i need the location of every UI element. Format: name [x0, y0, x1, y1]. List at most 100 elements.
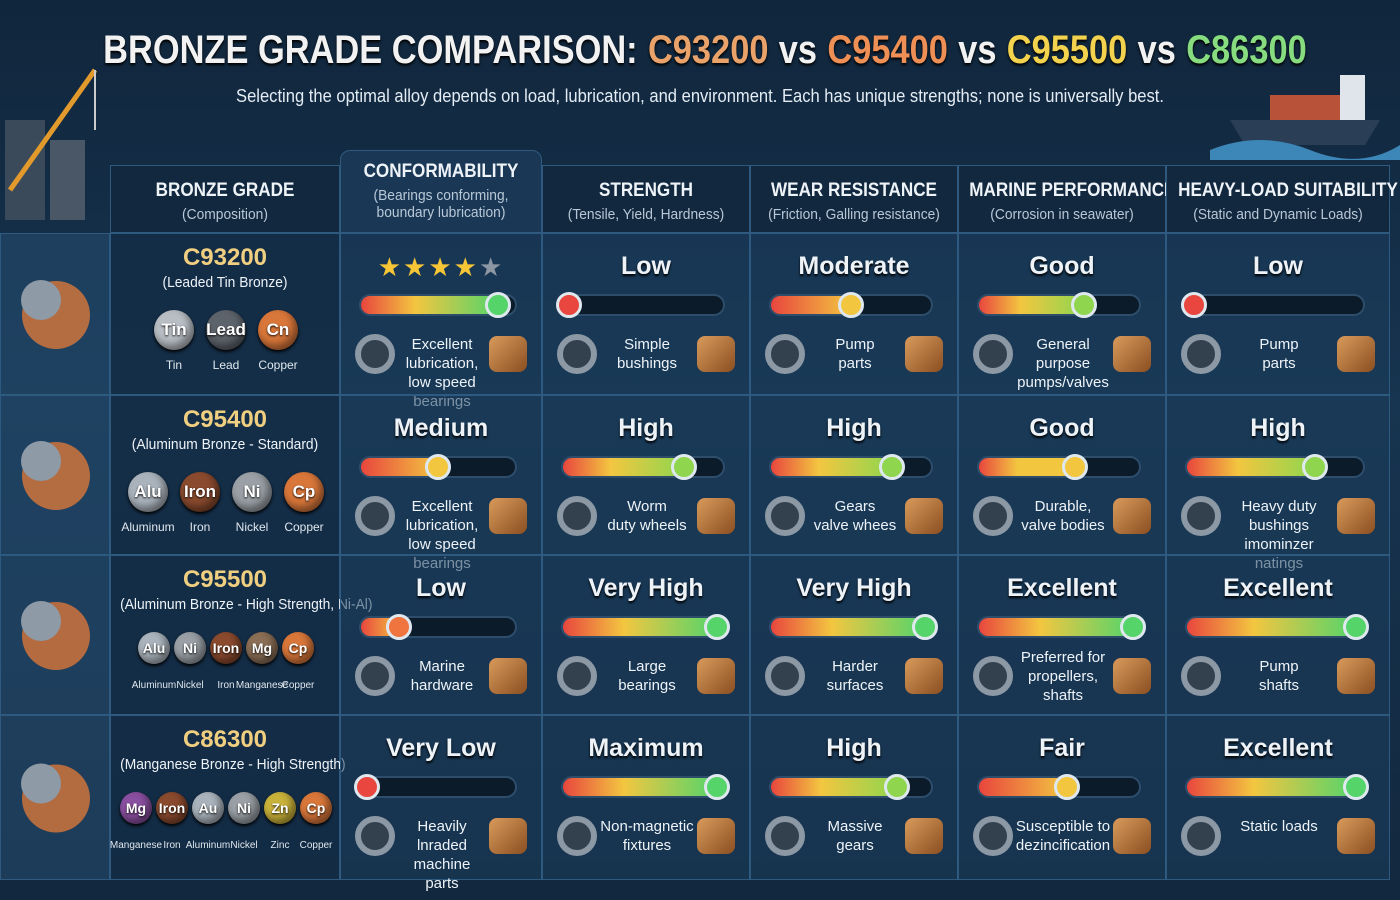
- title-part: C93200: [647, 28, 769, 72]
- illustration: [21, 763, 90, 833]
- illustration: [21, 280, 90, 349]
- use-text: Heavily lnraded machine parts: [413, 818, 471, 892]
- slider-track: [1185, 456, 1365, 478]
- slider-track: [1185, 616, 1365, 638]
- use-icon-right: [697, 658, 735, 694]
- value-cell: Low Marine hardware: [340, 555, 542, 715]
- element-name: Copper: [258, 358, 298, 372]
- slider-knob: [671, 454, 697, 480]
- use-icon-right: [905, 498, 943, 534]
- element-badge: Au: [192, 792, 224, 824]
- slider-fill: [979, 618, 1131, 636]
- title: BRONZE GRADE COMPARISON: C93200 vs C95400 vs…: [98, 28, 1307, 73]
- rating: Very High: [588, 574, 704, 602]
- value-cell: ★★★★★Excellent lubrication, low speed be…: [340, 233, 542, 410]
- grade-composition: (Manganese Bronze - High Strength): [120, 756, 346, 773]
- star: ★: [377, 252, 404, 282]
- element-name: Copper: [284, 520, 324, 534]
- use-text: Gears valve whees: [813, 498, 897, 534]
- row-illustration: [0, 233, 110, 395]
- star: ★: [478, 252, 505, 282]
- use-icon: [1181, 496, 1221, 536]
- slider-knob: [1062, 454, 1089, 480]
- slider-track: [977, 294, 1141, 316]
- rating: Good: [1029, 414, 1095, 442]
- grade-name: C95500: [182, 566, 268, 593]
- slider-knob: [1070, 292, 1097, 318]
- grade-cell: C95500 (Aluminum Bronze - High Strength, …: [110, 555, 373, 715]
- element-name: Tin: [165, 358, 183, 372]
- crane-illustration: [5, 68, 98, 220]
- slider-knob: [838, 292, 864, 318]
- column-title: STRENGTH: [598, 180, 694, 201]
- use-text: Massive gears: [827, 818, 883, 854]
- use-icon-right: [489, 336, 527, 372]
- column-title: CONFORMABILITY: [363, 161, 519, 182]
- element-name: Nickel: [235, 520, 269, 534]
- element-badge: Iron: [210, 632, 242, 664]
- value-cell: Excellent Static loads: [1166, 715, 1390, 880]
- title-part: C95400: [827, 28, 948, 72]
- slider-track: [977, 456, 1141, 478]
- element-badge: Cp: [300, 792, 332, 824]
- column-title: HEAVY-LOAD SUITABILITY: [1178, 180, 1398, 201]
- column-subtitle: (Tensile, Yield, Hardness): [567, 206, 725, 223]
- use-text: Pump shafts: [1258, 658, 1300, 694]
- use-icon-right: [697, 336, 735, 372]
- slider-fill: [563, 458, 683, 476]
- use-icon: [355, 496, 395, 536]
- slider-knob: [703, 614, 730, 640]
- title-part: BRONZE GRADE COMPARISON:: [103, 28, 638, 72]
- slider-knob: [353, 774, 380, 800]
- slider-knob: [703, 774, 730, 800]
- use-text: Preferred for propellers, shafts: [1020, 649, 1106, 704]
- slider-fill: [563, 778, 715, 796]
- element-name: Zinc: [270, 840, 290, 851]
- column-title: MARINE PERFORMANCE: [969, 180, 1176, 201]
- use-icon-right: [489, 658, 527, 694]
- slider-track: [359, 294, 517, 316]
- illustration: [21, 441, 90, 510]
- element-name: Lead: [212, 358, 240, 372]
- grade-cell: C86300 (Manganese Bronze - High Strength)…: [110, 715, 346, 880]
- column-header: WEAR RESISTANCE (Friction, Galling resist…: [750, 165, 958, 233]
- element-badge: Cp: [284, 472, 324, 512]
- slider-fill: [361, 458, 438, 476]
- rating: Excellent: [1223, 574, 1333, 602]
- rating: Moderate: [798, 252, 910, 280]
- element-badge: Alu: [138, 632, 170, 664]
- use-text: Marine hardware: [410, 658, 474, 694]
- value-cell: Good General purpose pumps/valves: [958, 233, 1166, 395]
- title-part: vs: [1137, 28, 1176, 72]
- use-icon-right: [1113, 658, 1151, 694]
- use-text: Worm duty wheels: [607, 498, 687, 534]
- use-text: Simple bushings: [616, 336, 678, 372]
- rating: High: [826, 734, 882, 762]
- column-subtitle: (Bearings conforming, boundary lubricati…: [373, 187, 509, 221]
- grade-composition: (Aluminum Bronze - High Strength, Ni-Al): [120, 596, 373, 613]
- element-name: Aluminum: [185, 840, 231, 851]
- grade-cell: C95400 (Aluminum Bronze - Standard) Alu Alu…: [110, 395, 340, 555]
- slider-knob: [1181, 292, 1207, 318]
- slider-track: [561, 294, 725, 316]
- slider-fill: [563, 618, 715, 636]
- slider-track: [359, 616, 517, 638]
- element-name: Iron: [189, 520, 211, 534]
- use-icon: [765, 334, 805, 374]
- use-icon: [765, 816, 805, 856]
- use-icon: [765, 496, 805, 536]
- grade-cell: C93200 (Leaded Tin Bronze) Tin Tin Lead Lead C…: [110, 233, 340, 395]
- row-illustration: [0, 715, 110, 880]
- slider-knob: [556, 292, 583, 318]
- slider-knob: [1301, 454, 1328, 480]
- slider-track: [561, 776, 725, 798]
- slider-track: [359, 776, 517, 798]
- rating: Medium: [393, 414, 489, 442]
- element-badge: Ni: [174, 632, 206, 664]
- use-icon-right: [905, 336, 943, 372]
- slider-fill: [771, 296, 851, 314]
- slider-fill: [771, 778, 896, 796]
- illustration: [21, 601, 90, 670]
- value-cell: Moderate Pump parts: [750, 233, 958, 395]
- use-icon: [973, 816, 1013, 856]
